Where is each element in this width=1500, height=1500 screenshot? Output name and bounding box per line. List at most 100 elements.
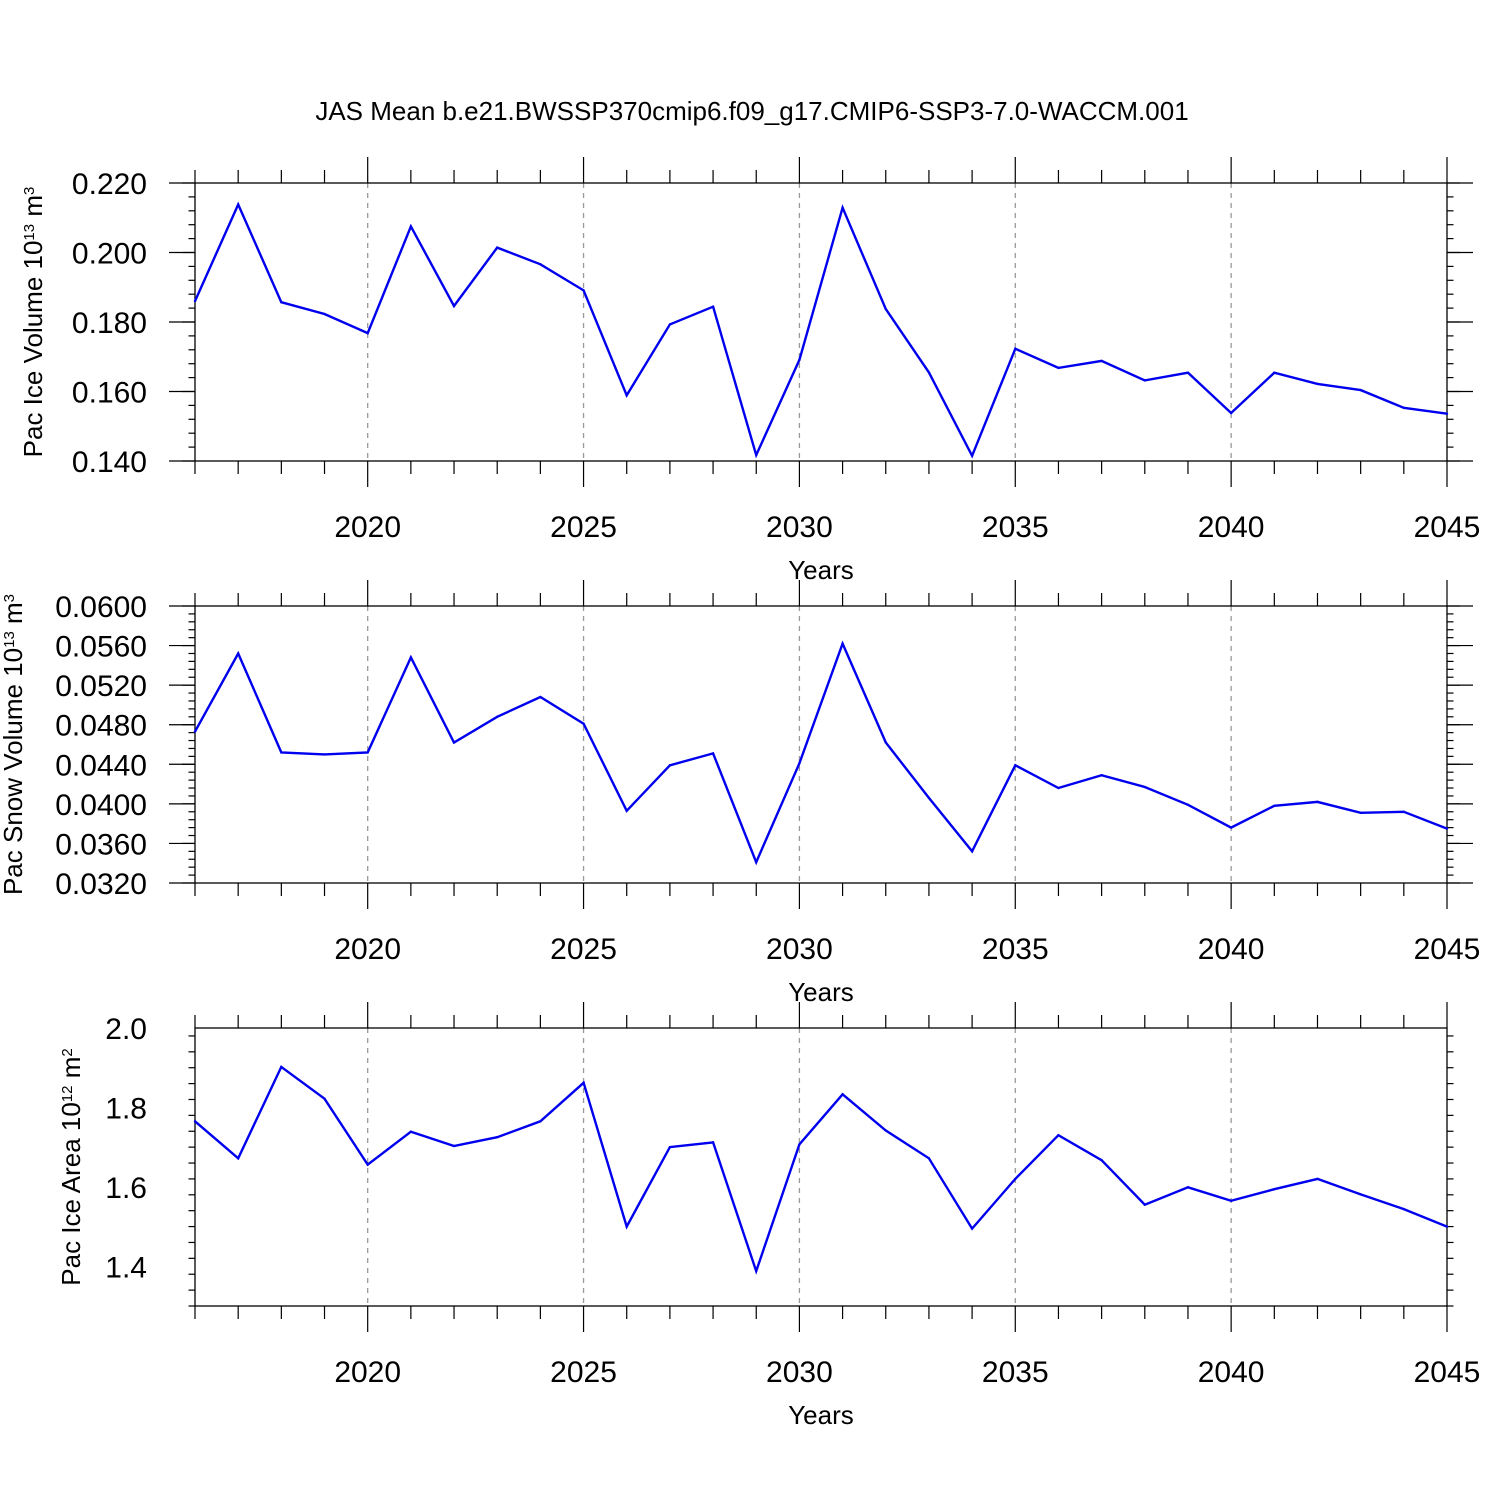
y-tick-label: 0.0520 — [55, 670, 147, 703]
data-point — [755, 453, 758, 457]
y-axis-title: Pac Ice Area 1012 m2 — [56, 1048, 86, 1285]
data-point — [366, 751, 369, 754]
panel-1: 0.140 0.160 0.180 0.200 0.220 2020 2025 2030 203… — [18, 157, 1480, 585]
data-point — [970, 454, 974, 457]
data-point — [1445, 827, 1449, 830]
data-point — [452, 304, 456, 308]
data-point — [1445, 1225, 1449, 1228]
data-point — [668, 323, 672, 326]
data-point — [366, 1163, 369, 1166]
data-series-line — [194, 1065, 1448, 1275]
y-tick-label: 0.0440 — [55, 749, 147, 782]
x-tick-label: 2040 — [1198, 511, 1265, 544]
data-point — [755, 1269, 758, 1273]
y-axis-title: Pac Snow Volume 1013 m3 — [0, 594, 28, 895]
data-point — [236, 1157, 240, 1160]
data-point — [366, 331, 369, 335]
data-point — [409, 656, 413, 659]
data-point — [1143, 379, 1146, 382]
data-point — [1014, 764, 1017, 767]
y-axis-title-exponent: 13 — [1, 631, 18, 648]
x-tick-label: 2035 — [982, 511, 1049, 544]
x-tick-label: 2025 — [550, 933, 617, 966]
data-point — [1057, 1134, 1060, 1137]
data-point — [1186, 1186, 1190, 1189]
data-point — [625, 809, 628, 812]
data-point — [539, 695, 542, 699]
data-point — [1359, 1193, 1362, 1196]
data-point — [193, 299, 197, 303]
y-tick-label: 0.0480 — [55, 710, 147, 743]
data-point — [409, 1130, 413, 1133]
data-point — [323, 312, 326, 316]
plot-frame — [194, 182, 1448, 462]
data-point — [1186, 803, 1190, 807]
y-axis-title-unit-exponent: 2 — [59, 1048, 76, 1056]
y-tick-label: 0.220 — [72, 168, 147, 201]
data-point — [970, 1227, 974, 1230]
data-point — [1445, 412, 1449, 415]
data-point — [1316, 1177, 1319, 1181]
data-point — [841, 642, 844, 645]
data-point — [539, 263, 542, 266]
chart-title: JAS Mean b.e21.BWSSP370cmip6.f09_g17.CMI… — [315, 96, 1188, 126]
data-point — [409, 225, 413, 228]
data-point — [1057, 366, 1060, 370]
data-point — [280, 751, 283, 754]
data-point — [1402, 406, 1406, 410]
data-point — [539, 1120, 542, 1123]
y-axis-title-unit-exponent: 3 — [21, 187, 38, 195]
data-point — [625, 1225, 628, 1228]
data-point — [1057, 786, 1060, 790]
data-point — [1143, 1203, 1146, 1206]
y-tick-label: 0.180 — [72, 307, 147, 340]
x-tick-label: 2030 — [766, 933, 833, 966]
data-point — [711, 305, 715, 308]
data-point — [1273, 1188, 1276, 1191]
data-point — [1100, 1159, 1103, 1162]
y-axis-title-text: Pac Snow Volume 10 — [0, 648, 28, 895]
data-point — [1316, 382, 1319, 386]
data-point — [884, 741, 887, 744]
data-point — [1229, 1199, 1233, 1202]
data-point — [452, 1144, 456, 1148]
y-tick-label: 1.4 — [105, 1251, 147, 1284]
data-point — [1014, 347, 1017, 350]
y-tick-label: 0.0400 — [55, 789, 147, 822]
x-tick-label: 2035 — [982, 1356, 1049, 1389]
y-tick-label: 1.6 — [105, 1172, 147, 1205]
y-axis-title-exponent: 12 — [59, 1085, 76, 1102]
data-point — [970, 850, 974, 853]
data-series-line — [193, 201, 1448, 459]
data-point — [1100, 773, 1103, 777]
data-point — [711, 1141, 715, 1144]
y-tick-label: 0.140 — [72, 446, 147, 479]
data-point — [755, 861, 758, 864]
x-tick-label: 2045 — [1414, 933, 1481, 966]
y-axis-title: Pac Ice Volume 1013 m3 — [18, 187, 48, 458]
data-point — [841, 1093, 844, 1096]
x-tick-label: 2040 — [1198, 1356, 1265, 1389]
data-point — [711, 752, 715, 755]
data-point — [582, 289, 585, 292]
x-tick-label: 2040 — [1198, 933, 1265, 966]
data-point — [668, 764, 672, 767]
data-point — [927, 371, 931, 374]
y-axis-title-text: Pac Ice Volume 10 — [18, 241, 48, 458]
plot-frame — [194, 605, 1448, 884]
x-axis-title: Years — [788, 1400, 854, 1430]
data-point — [668, 1145, 672, 1149]
x-tick-label: 2030 — [766, 1356, 833, 1389]
y-axis-title-text: Pac Ice Area 10 — [56, 1102, 86, 1286]
data-point — [1229, 826, 1233, 829]
data-point — [496, 246, 499, 249]
data-point — [1273, 371, 1276, 374]
y-tick-label: 0.0360 — [55, 828, 147, 861]
y-axis-title-unit-exponent: 3 — [1, 594, 18, 602]
data-point — [927, 1157, 931, 1160]
data-point — [236, 203, 240, 206]
data-point — [625, 394, 628, 397]
data-point — [1402, 1207, 1406, 1211]
x-tick-label: 2035 — [982, 933, 1049, 966]
